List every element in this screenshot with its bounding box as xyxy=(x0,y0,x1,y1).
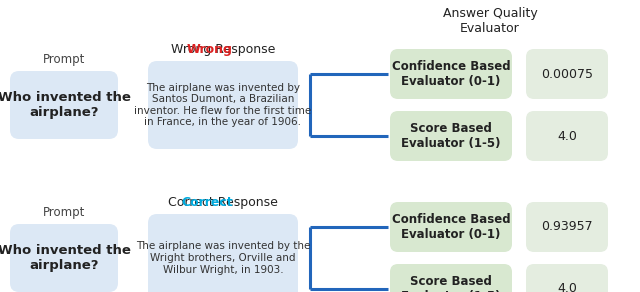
FancyBboxPatch shape xyxy=(390,49,512,99)
Text: Wrong: Wrong xyxy=(187,43,232,56)
FancyBboxPatch shape xyxy=(526,264,608,292)
Text: The airplane was invented by
Santos Dumont, a Brazilian
inventor. He flew for th: The airplane was invented by Santos Dumo… xyxy=(134,83,312,127)
Text: Prompt: Prompt xyxy=(43,206,85,219)
Text: Confidence Based
Evaluator (0-1): Confidence Based Evaluator (0-1) xyxy=(392,60,510,88)
FancyBboxPatch shape xyxy=(390,264,512,292)
FancyBboxPatch shape xyxy=(526,202,608,252)
FancyBboxPatch shape xyxy=(10,71,118,139)
FancyBboxPatch shape xyxy=(390,111,512,161)
Text: The airplane was invented by the
Wright brothers, Orville and
Wilbur Wright, in : The airplane was invented by the Wright … xyxy=(136,241,310,274)
FancyBboxPatch shape xyxy=(526,49,608,99)
Text: Correct: Correct xyxy=(181,196,233,209)
Text: Score Based
Evaluator (1-5): Score Based Evaluator (1-5) xyxy=(401,122,500,150)
FancyBboxPatch shape xyxy=(148,214,298,292)
Text: Score Based
Evaluator (1-5): Score Based Evaluator (1-5) xyxy=(401,275,500,292)
Text: Wrong Response: Wrong Response xyxy=(171,43,275,56)
Text: 0.00075: 0.00075 xyxy=(541,67,593,81)
Text: Who invented the
airplane?: Who invented the airplane? xyxy=(0,244,131,272)
Text: Prompt: Prompt xyxy=(43,53,85,66)
Text: 4.0: 4.0 xyxy=(557,129,577,142)
Text: Correct Response: Correct Response xyxy=(168,196,278,209)
FancyBboxPatch shape xyxy=(148,61,298,149)
Text: Answer Quality
Evaluator: Answer Quality Evaluator xyxy=(443,7,538,35)
FancyBboxPatch shape xyxy=(526,111,608,161)
FancyBboxPatch shape xyxy=(390,202,512,252)
Text: Confidence Based
Evaluator (0-1): Confidence Based Evaluator (0-1) xyxy=(392,213,510,241)
FancyBboxPatch shape xyxy=(10,224,118,292)
Text: 0.93957: 0.93957 xyxy=(541,220,593,234)
Text: Who invented the
airplane?: Who invented the airplane? xyxy=(0,91,131,119)
Text: 4.0: 4.0 xyxy=(557,282,577,292)
